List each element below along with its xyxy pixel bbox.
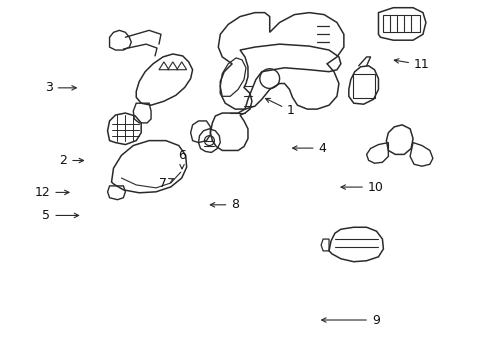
Text: 5: 5 (42, 209, 79, 222)
Text: 10: 10 (341, 181, 384, 194)
Text: 9: 9 (321, 314, 380, 327)
Text: 6: 6 (178, 149, 186, 169)
Text: 11: 11 (394, 58, 430, 71)
Text: 2: 2 (59, 154, 83, 167)
Text: 12: 12 (35, 186, 69, 199)
Text: 3: 3 (45, 81, 76, 94)
Text: 4: 4 (293, 141, 326, 154)
Text: 1: 1 (266, 98, 295, 117)
Text: 8: 8 (210, 198, 239, 211)
Text: 7: 7 (159, 177, 173, 190)
